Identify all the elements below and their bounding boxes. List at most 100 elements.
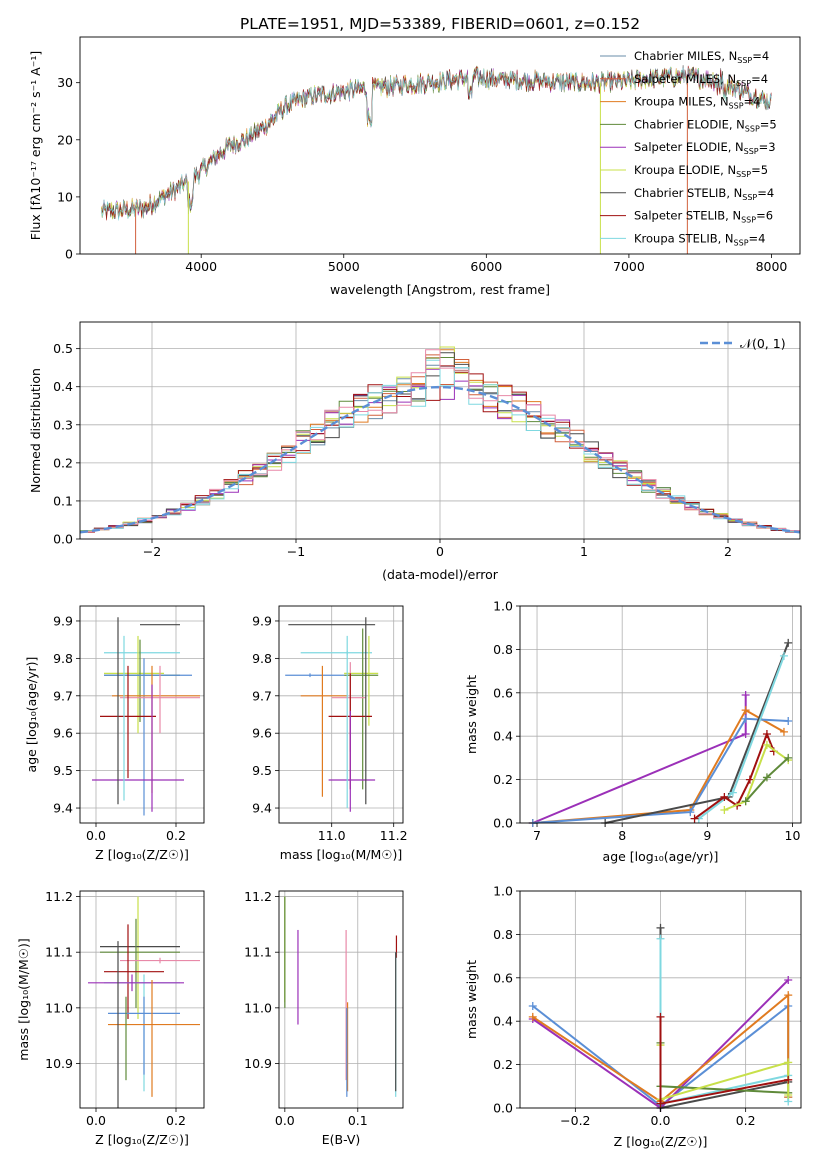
legend-entry: Salpeter STELIB, NSSP=6 xyxy=(634,209,773,225)
plot-area xyxy=(79,346,801,534)
spectrum-line-kroupa_stelib xyxy=(101,66,772,221)
weight-marker-kroupa_miles xyxy=(779,727,788,736)
legend-entry: Salpeter MILES, NSSP=4 xyxy=(634,72,768,88)
plot-area xyxy=(284,896,398,1097)
weight-marker-salpeter_stelib xyxy=(690,814,699,823)
x-axis-label: E(B-V) xyxy=(322,1132,361,1147)
y-tick-label: 9.6 xyxy=(252,726,272,741)
panel-mass_weight_vs_age: 7 8 9 10 0.0 0.2 0.4 0.6 0.8 1.0 age [log₁₀(age/yr… xyxy=(464,599,802,864)
y-tick-label: 9.9 xyxy=(53,613,73,628)
weight-marker-salpeter_stelib xyxy=(762,730,771,739)
y-tick-label: 30 xyxy=(57,75,73,90)
y-tick-label: 9.4 xyxy=(53,801,73,816)
plot-area xyxy=(92,617,200,816)
x-tick-label: 0.0 xyxy=(86,1113,106,1128)
y-axis-label: age [log₁₀(age/yr)] xyxy=(24,657,39,773)
weight-line-kroupa_stelib xyxy=(698,655,785,820)
x-tick-label: 9 xyxy=(703,828,711,843)
axes-frame xyxy=(519,605,802,824)
y-tick-label: 10.9 xyxy=(45,1056,73,1071)
x-tick-label: 0.1 xyxy=(348,1113,368,1128)
y-tick-label: 10 xyxy=(57,189,73,204)
axes-frame xyxy=(79,890,205,1109)
y-axis-label: mass weight xyxy=(464,675,479,754)
x-tick-label: 7 xyxy=(533,828,541,843)
x-axis-label: mass [log₁₀(M/M☉)] xyxy=(280,847,402,862)
weight-marker-chabrier_stelib xyxy=(656,923,665,932)
y-tick-label: 0.1 xyxy=(53,493,73,508)
y-tick-label: 9.4 xyxy=(252,801,272,816)
y-tick-label: 9.9 xyxy=(252,613,272,628)
weight-line-kroupa_miles xyxy=(532,993,790,1103)
y-tick-label: 0.8 xyxy=(493,642,513,657)
weight-marker-chabrier_elodie xyxy=(784,753,793,762)
panel-age_vs_mass: 11.0 11.2 9.4 9.5 9.6 9.7 9.8 9.9 mass [log₁₀(M/… xyxy=(252,605,408,862)
weight-line-chabrier_stelib xyxy=(604,642,790,824)
weight-line-kroupa_elodie xyxy=(724,743,789,811)
weight-marker-normal xyxy=(741,714,750,723)
weight-marker-salpeter_stelib xyxy=(656,1012,665,1021)
weight-line-kroupa_miles xyxy=(532,708,785,824)
legend-entry: Chabrier STELIB, NSSP=4 xyxy=(634,186,774,202)
y-tick-label: 9.6 xyxy=(53,726,73,741)
y-tick-label: 0.0 xyxy=(493,816,513,831)
legend-entry: Chabrier ELODIE, NSSP=5 xyxy=(634,117,777,133)
x-tick-label: 8000 xyxy=(756,259,788,274)
weight-marker-normal xyxy=(784,717,793,726)
figure-title: PLATE=1951, MJD=53389, FIBERID=0601, z=0… xyxy=(240,15,640,33)
legend-entry: Kroupa STELIB, NSSP=4 xyxy=(634,231,765,247)
x-tick-label: 1 xyxy=(580,544,588,559)
y-tick-label: 9.7 xyxy=(53,688,73,703)
weight-marker-kroupa_miles xyxy=(741,706,750,715)
y-tick-label: 0.3 xyxy=(53,417,73,432)
normal-curve xyxy=(79,385,801,534)
x-axis-label: Z [log₁₀(Z/Z☉)] xyxy=(95,1132,189,1147)
x-axis-label: age [log₁₀(age/yr)] xyxy=(603,849,719,864)
legend-entry: Kroupa MILES, NSSP=4 xyxy=(634,95,760,111)
x-tick-label: 6000 xyxy=(470,259,502,274)
weight-marker-kroupa_stelib xyxy=(728,788,737,797)
axes-frame xyxy=(278,605,404,824)
y-tick-label: 0.4 xyxy=(53,379,73,394)
y-axis-label: mass weight xyxy=(464,960,479,1039)
x-tick-label: 0.2 xyxy=(166,1113,186,1128)
plot-area xyxy=(101,65,772,254)
x-tick-label: 0.0 xyxy=(651,1113,671,1128)
x-axis-label: wavelength [Angstrom, rest frame] xyxy=(330,282,550,297)
x-tick-label: −1 xyxy=(287,544,305,559)
x-tick-label: 10 xyxy=(785,828,801,843)
plot-area xyxy=(528,638,793,827)
y-axis-label: Normed distribution xyxy=(28,368,43,493)
x-tick-label: 11.2 xyxy=(380,828,408,843)
legend: Chabrier MILES, NSSP=4 Salpeter MILES, NS… xyxy=(600,49,777,247)
y-tick-label: 0.2 xyxy=(493,772,513,787)
y-tick-label: 20 xyxy=(57,132,73,147)
panel-residuals: −2 −1 0 1 2 0.0 0.1 0.2 0.3 0.4 0.5 (data-model)/er… xyxy=(28,321,801,582)
y-tick-label: 0.2 xyxy=(53,455,73,470)
histogram-pink xyxy=(80,349,800,533)
y-tick-label: 9.5 xyxy=(53,763,73,778)
y-tick-label: 9.7 xyxy=(252,688,272,703)
x-tick-label: 0 xyxy=(436,544,444,559)
legend-entry: Chabrier MILES, NSSP=4 xyxy=(634,49,769,65)
y-tick-label: 0.2 xyxy=(493,1057,513,1072)
legend-entry: 𝒩(0, 1) xyxy=(740,336,786,351)
x-axis-label: (data-model)/error xyxy=(382,567,499,582)
y-tick-label: 11.1 xyxy=(45,945,73,960)
panel-mass_weight_vs_z: −0.2 0.0 0.2 0.0 0.2 0.4 0.6 0.8 1.0 Z [log₁₀(Z/Z… xyxy=(464,884,802,1149)
y-tick-label: 11.1 xyxy=(244,945,272,960)
panel-mass_vs_z: 0.0 0.2 10.9 11.0 11.1 11.2 Z [log₁₀(Z/Z☉)] mas… xyxy=(16,889,205,1147)
weight-marker-kroupa_miles xyxy=(528,1012,537,1021)
weight-marker-kroupa_elodie xyxy=(784,1058,793,1067)
x-tick-label: 0.2 xyxy=(736,1113,756,1128)
weight-marker-kroupa_miles xyxy=(784,991,793,1000)
weight-marker-salpeter_stelib xyxy=(784,1075,793,1084)
weight-marker-chabrier_elodie xyxy=(762,773,771,782)
panel-age_vs_z: 0.0 0.2 9.4 9.5 9.6 9.7 9.8 9.9 Z [log₁₀(Z/Z☉)] a… xyxy=(24,605,205,862)
y-tick-label: 0.4 xyxy=(493,729,513,744)
x-tick-label: 2 xyxy=(724,544,732,559)
x-tick-label: 4000 xyxy=(185,259,217,274)
y-tick-label: 1.0 xyxy=(493,599,513,614)
y-axis-label: Flux [fλ10⁻¹⁷ erg cm⁻² s⁻¹ A⁻¹] xyxy=(28,51,43,240)
legend-entry: Salpeter ELODIE, NSSP=3 xyxy=(634,140,776,156)
